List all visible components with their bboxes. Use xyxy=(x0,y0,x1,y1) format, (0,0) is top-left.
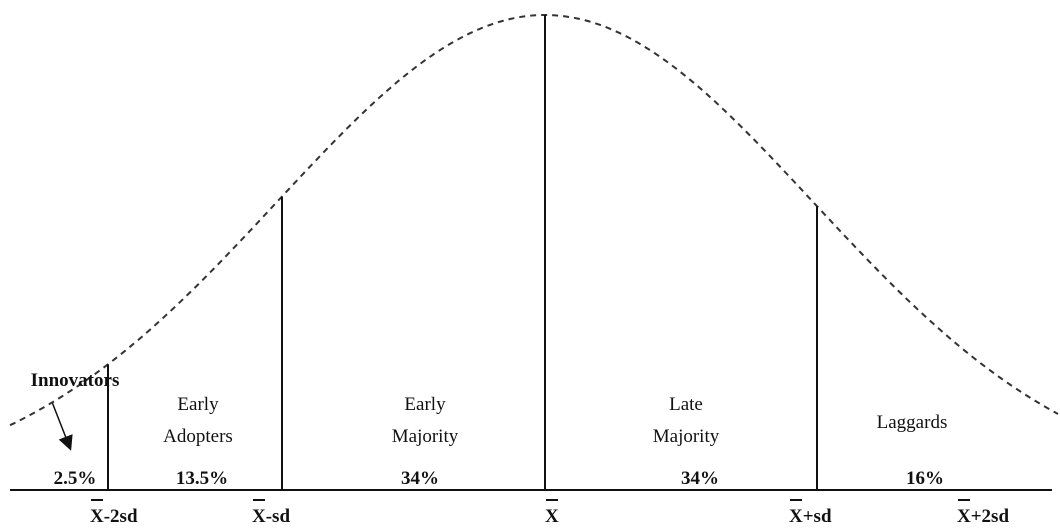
segment-share: 13.5% xyxy=(176,468,228,489)
segment-label: Majority xyxy=(653,426,720,447)
segment-label: Innovators xyxy=(31,370,120,391)
axis-label: X+2sd xyxy=(957,506,1009,527)
segment-label: Adopters xyxy=(163,426,233,447)
axis-label: X xyxy=(545,506,559,527)
axis-label: X-sd xyxy=(252,506,290,527)
segment-share: 16% xyxy=(906,468,944,489)
segment-label: Early xyxy=(177,394,219,415)
segment-share: 34% xyxy=(681,468,719,489)
axis-label: X+sd xyxy=(789,506,832,527)
segment-label: Majority xyxy=(392,426,459,447)
segment-share: 34% xyxy=(401,468,439,489)
segment-share: 2.5% xyxy=(54,468,97,489)
axis-label: X-2sd xyxy=(90,506,138,527)
pointer-arrow xyxy=(51,401,73,451)
segment-label: Late xyxy=(669,394,703,415)
segment-label: Laggards xyxy=(877,412,948,433)
segment-label: Early xyxy=(404,394,446,415)
bell-curve xyxy=(9,14,1059,427)
